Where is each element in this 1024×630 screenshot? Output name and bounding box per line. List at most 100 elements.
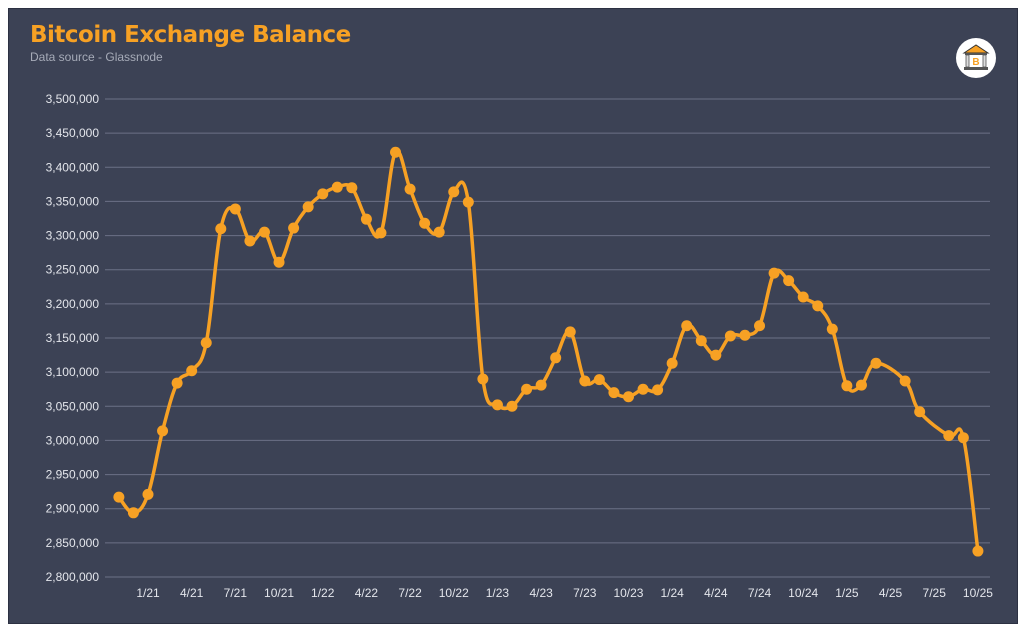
- series-line: [117, 149, 980, 552]
- data-point: [593, 374, 605, 386]
- data-point: [491, 399, 503, 411]
- data-point: [229, 203, 241, 215]
- data-point: [360, 213, 372, 225]
- data-point: [215, 223, 227, 235]
- y-tick-label: 2,850,000: [46, 536, 100, 550]
- x-tick-label: 4/21: [180, 586, 204, 600]
- data-point: [157, 425, 169, 437]
- data-point: [113, 491, 125, 503]
- x-tick-label: 1/24: [660, 586, 684, 600]
- x-tick-label: 4/22: [355, 586, 379, 600]
- data-point: [943, 430, 955, 442]
- data-point: [317, 188, 329, 200]
- x-tick-label: 10/24: [788, 586, 818, 600]
- data-point: [186, 365, 198, 377]
- y-tick-label: 2,900,000: [46, 502, 100, 516]
- data-point: [826, 323, 838, 335]
- y-tick-label: 2,950,000: [46, 468, 100, 482]
- x-tick-label: 7/22: [398, 586, 422, 600]
- y-tick-label: 3,450,000: [46, 126, 100, 140]
- data-point: [783, 275, 795, 287]
- chart-panel: [8, 8, 1018, 624]
- x-tick-label: 4/25: [879, 586, 903, 600]
- x-tick-label: 7/24: [748, 586, 772, 600]
- x-tick-label: 1/23: [486, 586, 510, 600]
- y-tick-label: 3,500,000: [46, 92, 100, 106]
- data-point: [637, 383, 649, 395]
- data-point: [957, 432, 969, 444]
- data-point: [972, 545, 984, 557]
- y-tick-label: 3,300,000: [46, 229, 100, 243]
- data-point: [870, 357, 882, 369]
- data-point: [550, 352, 562, 364]
- data-point: [244, 235, 256, 247]
- data-point: [608, 387, 620, 399]
- data-point: [535, 379, 547, 391]
- y-tick-label: 3,200,000: [46, 297, 100, 311]
- data-point: [724, 330, 736, 342]
- y-tick-label: 3,000,000: [46, 433, 100, 447]
- chart-subtitle: Data source - Glassnode: [30, 50, 163, 64]
- data-point: [273, 256, 285, 268]
- data-point: [302, 201, 314, 213]
- data-point: [462, 196, 474, 208]
- data-point: [914, 406, 926, 418]
- x-tick-label: 4/24: [704, 586, 728, 600]
- data-point: [739, 329, 751, 341]
- data-point: [521, 383, 533, 395]
- data-point: [448, 186, 460, 198]
- x-tick-label: 10/22: [439, 586, 469, 600]
- data-point: [390, 146, 402, 158]
- x-tick-label: 10/21: [264, 586, 294, 600]
- data-point: [331, 181, 343, 193]
- x-tick-label: 1/22: [311, 586, 335, 600]
- x-tick-label: 7/25: [923, 586, 947, 600]
- data-point: [666, 357, 678, 369]
- data-point: [200, 337, 212, 349]
- y-tick-label: 3,250,000: [46, 263, 100, 277]
- x-tick-label: 7/23: [573, 586, 597, 600]
- data-point: [375, 227, 387, 239]
- y-tick-label: 3,150,000: [46, 331, 100, 345]
- data-point: [622, 391, 634, 403]
- data-point: [797, 291, 809, 303]
- x-tick-label: 4/23: [529, 586, 553, 600]
- data-point: [142, 488, 154, 500]
- y-tick-label: 3,400,000: [46, 160, 100, 174]
- logo-letter: B: [972, 57, 979, 68]
- data-point: [579, 375, 591, 387]
- chart-title: Bitcoin Exchange Balance: [30, 22, 351, 48]
- data-point: [127, 507, 139, 519]
- x-tick-label: 7/21: [224, 586, 248, 600]
- y-tick-label: 3,350,000: [46, 194, 100, 208]
- data-point: [652, 384, 664, 396]
- data-point: [258, 226, 270, 238]
- data-point: [754, 320, 766, 332]
- data-point: [419, 217, 431, 229]
- y-tick-label: 3,100,000: [46, 365, 100, 379]
- data-point: [768, 267, 780, 279]
- data-point: [695, 335, 707, 347]
- data-point: [812, 300, 824, 312]
- y-tick-label: 3,050,000: [46, 399, 100, 413]
- data-point: [506, 400, 518, 412]
- x-tick-label: 10/23: [613, 586, 643, 600]
- data-point: [710, 349, 722, 361]
- data-point: [288, 222, 300, 234]
- data-point: [171, 377, 183, 389]
- x-tick-label: 10/25: [963, 586, 993, 600]
- data-point: [433, 226, 445, 238]
- data-point: [477, 373, 489, 385]
- data-point: [404, 183, 416, 195]
- x-tick-label: 1/21: [136, 586, 160, 600]
- x-tick-label: 1/25: [835, 586, 859, 600]
- data-point: [899, 375, 911, 387]
- data-point: [855, 379, 867, 391]
- data-point: [681, 320, 693, 332]
- bitcoin-bank-icon: B: [956, 38, 996, 78]
- data-point: [564, 326, 576, 338]
- data-point: [346, 182, 358, 194]
- y-tick-label: 2,800,000: [46, 570, 100, 584]
- data-point: [841, 380, 853, 392]
